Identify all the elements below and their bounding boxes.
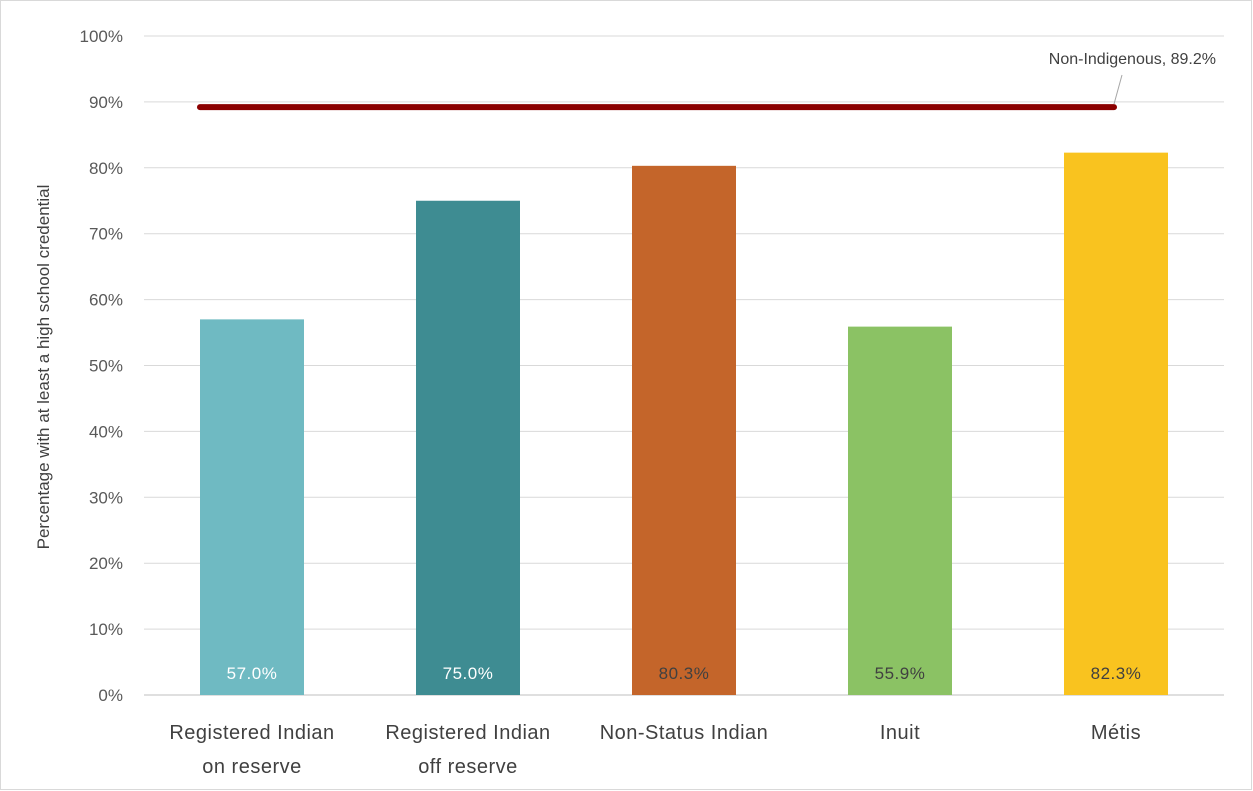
data-label: 82.3% <box>1091 664 1142 683</box>
bar <box>1064 152 1168 695</box>
x-category-label: Registered Indian off reserve <box>385 722 550 778</box>
bars <box>200 152 1168 695</box>
y-tick-label: 20% <box>89 554 123 573</box>
y-axis-ticks: 0% 10% 20% 30% 40% 50% 60% 70% 80% 90% 100% <box>80 27 123 705</box>
reference-line-label: Non-Indigenous, 89.2% <box>1049 51 1216 68</box>
reference-line-group: Non-Indigenous, 89.2% <box>197 51 1216 111</box>
bar <box>416 200 520 695</box>
y-tick-label: 40% <box>89 422 123 441</box>
x-axis-categories: Registered Indian on reserve Registered In… <box>169 722 1141 778</box>
y-tick-label: 30% <box>89 488 123 507</box>
data-label: 55.9% <box>875 664 926 683</box>
reference-leader-line <box>1113 74 1123 105</box>
x-category-label: Métis <box>1091 722 1141 744</box>
y-tick-label: 70% <box>89 225 123 244</box>
bar <box>632 165 736 695</box>
y-tick-label: 50% <box>89 357 123 376</box>
data-label: 75.0% <box>443 664 494 683</box>
y-tick-label: 0% <box>98 686 123 705</box>
data-label: 57.0% <box>227 664 278 683</box>
x-category-label: Inuit <box>880 722 920 744</box>
x-category-label: Non-Status Indian <box>600 722 769 744</box>
y-tick-label: 90% <box>89 93 123 112</box>
bar <box>200 319 304 695</box>
y-tick-label: 80% <box>89 159 123 178</box>
y-axis-title: Percentage with at least a high school c… <box>34 185 53 550</box>
data-labels: 57.0% 75.0% 80.3% 55.9% 82.3% <box>227 664 1142 683</box>
bar <box>848 326 952 695</box>
y-tick-label: 60% <box>89 291 123 310</box>
x-category-label: Registered Indian on reserve <box>169 722 334 778</box>
y-tick-label: 10% <box>89 620 123 639</box>
data-label: 80.3% <box>659 664 710 683</box>
y-tick-label: 100% <box>80 27 123 46</box>
